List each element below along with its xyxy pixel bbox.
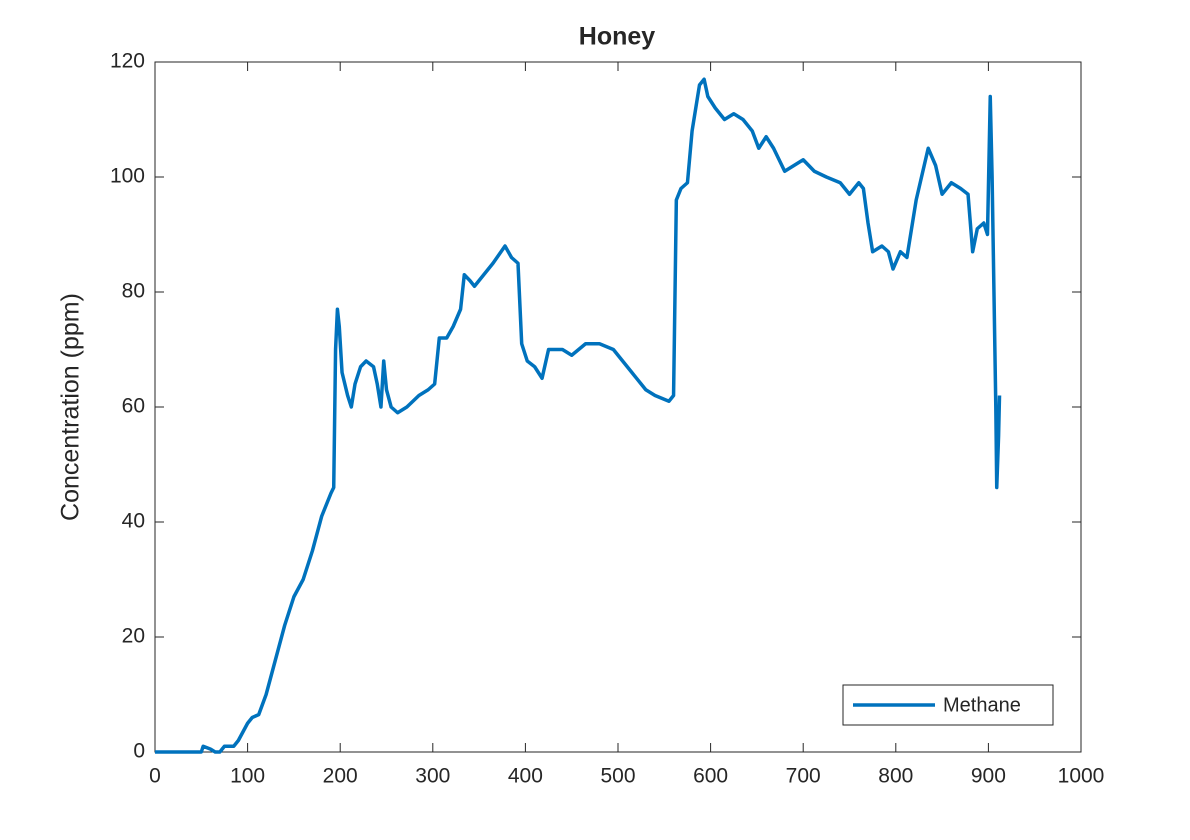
data-line: [155, 77, 1002, 754]
x-tick-label: 600: [693, 765, 728, 788]
y-tick-label: 60: [122, 395, 145, 418]
x-tick-label: 500: [600, 765, 635, 788]
y-tick-label: 20: [122, 625, 145, 648]
x-tick-label: 400: [508, 765, 543, 788]
y-tick-label: 0: [133, 740, 145, 763]
x-tick-label: 300: [415, 765, 450, 788]
y-tick-label: 100: [110, 165, 145, 188]
y-tick-label: 80: [122, 280, 145, 303]
y-tick-label: 40: [122, 510, 145, 533]
legend-label: Methane: [943, 694, 1021, 716]
y-tick-label: 120: [110, 50, 145, 73]
x-tick-label: 900: [971, 765, 1006, 788]
x-tick-label: 0: [149, 765, 161, 788]
x-tick-label: 700: [786, 765, 821, 788]
y-axis-label: Concentration (ppm): [57, 293, 85, 521]
x-tick-label: 200: [323, 765, 358, 788]
x-tick-label: 1000: [1058, 765, 1105, 788]
x-tick-label: 800: [878, 765, 913, 788]
x-tick-label: 100: [230, 765, 265, 788]
chart-title: Honey: [579, 23, 656, 51]
